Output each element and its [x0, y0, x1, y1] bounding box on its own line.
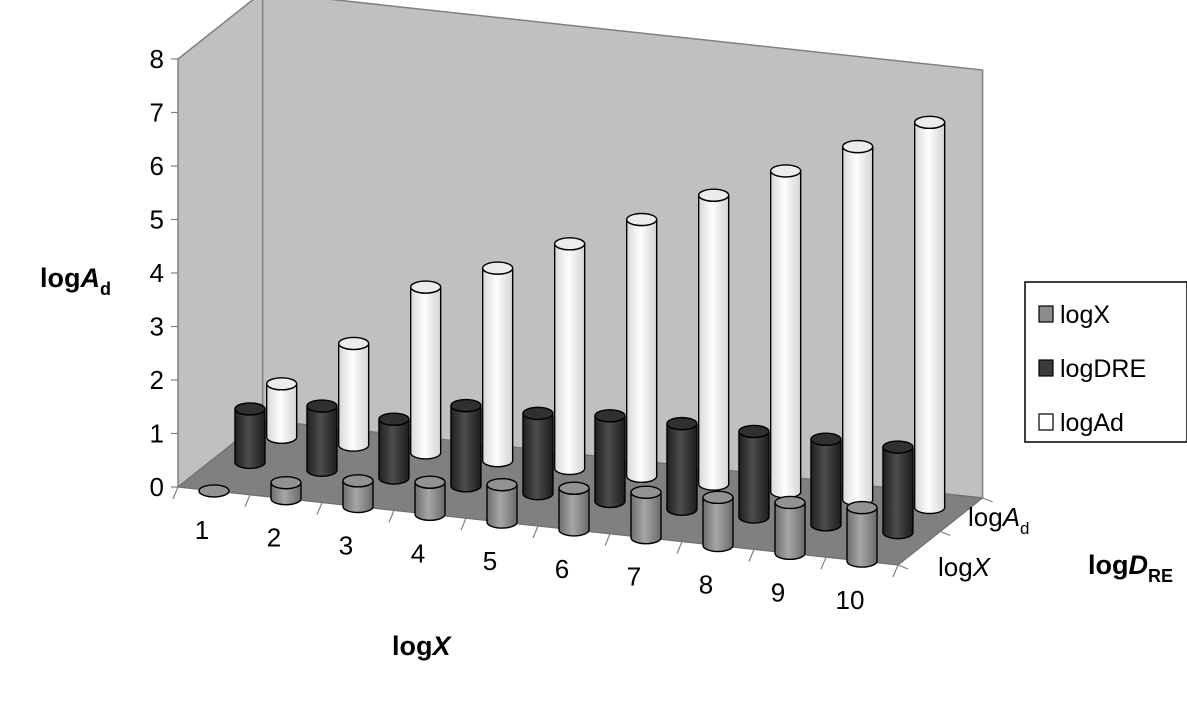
bar-logad-7	[697, 188, 730, 491]
bar-logdre-5	[522, 406, 554, 501]
svg-text:logAd: logAd	[968, 502, 1030, 538]
bar-logdre-7	[666, 416, 698, 516]
legend: logX logDRE logAd	[1024, 281, 1187, 443]
x-tick-label-8: 8	[699, 570, 713, 600]
x-tick-mark	[676, 541, 683, 554]
z-axis-title: logDRE	[1088, 550, 1173, 586]
bar-logad-2	[337, 336, 370, 452]
bar-logad-5	[553, 237, 586, 476]
bar-logdre-6	[594, 409, 626, 509]
svg-text:logX: logX	[938, 552, 992, 582]
x-tick-mark	[820, 556, 827, 570]
bar-logad-1	[265, 377, 298, 444]
bar-logad-10	[913, 115, 946, 515]
z-tick-mark	[897, 564, 909, 570]
legend-swatch-logad	[1038, 413, 1054, 431]
z-category-label-0: logX	[938, 552, 992, 582]
z-category-label-1: logAd	[968, 502, 1030, 538]
y-tick-label-5: 5	[150, 205, 164, 235]
x-tick-label-3: 3	[339, 531, 353, 561]
x-axis-title: logX	[392, 631, 453, 661]
x-tick-mark	[388, 510, 395, 523]
x-axis: 1 2 3 4 5 6 7 8 9 10	[172, 486, 899, 615]
bar-logdre-2	[306, 399, 338, 477]
bar-logdre-3	[378, 412, 410, 485]
y-axis: 0 1 2 3 4 5 6 7 8	[150, 44, 178, 502]
legend-swatch-logx	[1038, 305, 1054, 323]
z-tick-mark	[982, 497, 993, 503]
x-tick-mark	[172, 486, 179, 500]
bar-logad-3	[409, 280, 442, 460]
bar-logdre-9	[810, 432, 842, 532]
y-tick-label-1: 1	[150, 419, 164, 449]
x-tick-label-4: 4	[411, 538, 425, 568]
bar-logx-6	[558, 481, 590, 537]
bar-logad-4	[481, 261, 514, 468]
x-tick-label-10: 10	[836, 585, 865, 615]
x-tick-mark	[244, 494, 251, 508]
x-tick-mark	[604, 533, 611, 547]
x-tick-label-9: 9	[771, 577, 785, 607]
y-tick-label-0: 0	[150, 472, 164, 502]
x-tick-mark	[532, 525, 539, 539]
bar-logx-2	[270, 475, 302, 506]
bar-logx-9	[774, 495, 806, 560]
legend-label-logad: logAd	[1060, 409, 1124, 437]
z-tick-mark	[940, 530, 951, 537]
bar-logad-6	[625, 212, 658, 483]
x-tick-label-7: 7	[627, 562, 641, 592]
legend-swatch-logdre	[1038, 359, 1054, 377]
z-axis	[897, 497, 993, 570]
x-tick-mark	[460, 517, 467, 531]
y-tick-label-3: 3	[150, 312, 164, 342]
x-tick-label-2: 2	[267, 523, 281, 553]
bars	[198, 115, 946, 568]
y-tick-label-7: 7	[150, 98, 164, 128]
bar-logx-4	[414, 475, 446, 521]
bar-logx-1	[198, 484, 230, 498]
x-tick-mark	[748, 549, 755, 562]
y-tick-label-2: 2	[150, 365, 164, 395]
bar-logx-3	[342, 474, 374, 514]
legend-label-logdre: logDRE	[1060, 355, 1146, 383]
bar-logx-8	[702, 490, 734, 553]
y-tick-label-6: 6	[150, 151, 164, 181]
x-tick-label-1: 1	[195, 515, 209, 545]
x-tick-label-5: 5	[483, 546, 497, 576]
x-tick-label-6: 6	[555, 554, 569, 584]
bar-logx-5	[486, 477, 518, 529]
y-tick-label-4: 4	[150, 258, 164, 288]
bar-logx-7	[630, 485, 662, 545]
y-axis-title: logAd	[40, 263, 111, 299]
x-tick-mark	[316, 502, 323, 515]
bar-logad-8	[769, 164, 802, 499]
bar-logad-9	[841, 139, 874, 507]
y-tick-label-8: 8	[150, 44, 164, 74]
bar-logdre-4	[450, 398, 482, 493]
x-tick-mark	[892, 564, 899, 578]
bar-logdre-8	[738, 424, 770, 524]
bar-logx-10	[846, 500, 878, 568]
legend-label-logx: logX	[1060, 301, 1110, 329]
bar-logdre-1	[234, 402, 266, 470]
bar-logdre-10	[882, 440, 914, 540]
